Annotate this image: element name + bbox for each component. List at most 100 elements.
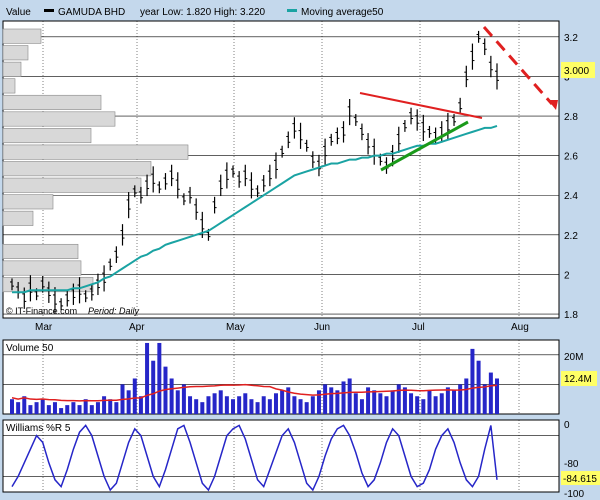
main-y-tick-label: 3.2 (564, 33, 578, 44)
volume-ma-line (11, 383, 498, 402)
volume-bar (218, 390, 223, 414)
volume-bar (341, 381, 346, 414)
volume-title: Volume 50 (6, 343, 54, 354)
main-y-tick-label: 2 (564, 270, 570, 281)
volume-bar (421, 399, 426, 414)
volume-bar (323, 384, 328, 414)
volume-bar (316, 390, 321, 414)
main-y-tick-label: 2.2 (564, 231, 578, 242)
volume-bar (46, 405, 51, 414)
profile-bar (2, 260, 82, 276)
main-y-tick-label: 2.4 (564, 191, 578, 202)
profile-bar (2, 111, 116, 127)
main-y-tick-label: 1.8 (564, 310, 578, 321)
copyright-label: © IT-Finance.com (6, 306, 77, 316)
volume-bar (126, 390, 131, 414)
volume-bar (108, 399, 113, 414)
volume-bar (212, 393, 217, 414)
volume-bar (495, 378, 499, 414)
volume-bar (194, 399, 199, 414)
volume-bar (114, 402, 119, 414)
volume-bar (372, 390, 377, 414)
volume-bar (102, 396, 107, 414)
profile-bar (2, 28, 42, 44)
volume-bar (482, 384, 487, 414)
current-value-label: 3.000 (564, 66, 589, 77)
volume-bar (384, 396, 389, 414)
volume-bar (353, 393, 358, 414)
volume-tick-20m: 20M (564, 352, 583, 363)
volume-bar (151, 360, 156, 414)
volume-bar (415, 396, 420, 414)
period-label: Period: Daily (88, 306, 140, 316)
volume-bar (329, 387, 334, 414)
volume-bar (65, 405, 70, 414)
volume-bar (335, 390, 340, 414)
volume-bar (298, 399, 303, 414)
volume-bar (310, 396, 315, 414)
williams-tick-80: -80 (564, 459, 579, 470)
volume-bar (95, 402, 100, 414)
month-tick-label: Mar (35, 322, 53, 333)
volume-bar (10, 399, 14, 414)
volume-bar (71, 402, 76, 414)
volume-bar (28, 405, 33, 414)
volume-bar (402, 387, 407, 414)
volume-bar (390, 390, 395, 414)
volume-current-label: 12.4M (564, 374, 592, 385)
volume-bar (366, 387, 371, 414)
month-tick-label: Apr (129, 322, 145, 333)
volume-bar (267, 399, 272, 414)
volume-bar (286, 387, 291, 414)
moving-average-line (12, 124, 498, 294)
month-tick-label: Jul (412, 322, 425, 333)
profile-bar (2, 210, 34, 226)
volume-bar (427, 390, 432, 414)
main-series (10, 30, 499, 314)
volume-bar (458, 384, 463, 414)
profile-bar (2, 61, 22, 77)
volume-bar (206, 396, 211, 414)
volume-bar (22, 396, 27, 414)
volume-bar (224, 396, 229, 414)
volume-bar (89, 405, 94, 414)
volume-bar (52, 402, 57, 414)
volume-bar (488, 372, 493, 414)
x-axis-months: Mar Apr May Jun Jul Aug (35, 322, 529, 333)
volume-bar (464, 378, 469, 414)
projection-arrow-line (482, 26, 554, 105)
volume-bar (249, 399, 254, 414)
volume-bar (145, 342, 150, 414)
year-range-label: year Low: 1.820 High: 3.220 (140, 7, 266, 18)
volume-bar (181, 384, 186, 414)
volume-bars (10, 342, 499, 414)
volume-bar (255, 402, 260, 414)
volume-bar (280, 390, 285, 414)
ticker-label: GAMUDA BHD (58, 7, 125, 18)
support-trendline (380, 120, 469, 172)
volume-bar (261, 396, 266, 414)
volume-bar (445, 387, 450, 414)
value-label: Value (6, 7, 31, 18)
volume-bar (273, 393, 278, 414)
main-y-tick-label: 2.8 (564, 112, 578, 123)
volume-bar (157, 342, 162, 414)
williams-tick-0: 0 (564, 420, 570, 431)
ma-legend-swatch (287, 9, 297, 12)
volume-bar (409, 393, 414, 414)
volume-bar (231, 399, 236, 414)
month-tick-label: May (226, 322, 245, 333)
volume-bar (347, 378, 352, 414)
volume-bar (169, 378, 174, 414)
williams-current-label: -84.615 (563, 474, 597, 485)
volume-bar (59, 408, 64, 414)
profile-bar (2, 161, 152, 177)
volume-bar (83, 399, 88, 414)
williams-tick-100: -100 (564, 489, 584, 500)
main-y-tick-label: 2.6 (564, 152, 578, 163)
williams-current-box (561, 471, 600, 485)
volume-bar (304, 402, 309, 414)
volume-bar (40, 399, 45, 414)
volume-bar (452, 390, 457, 414)
